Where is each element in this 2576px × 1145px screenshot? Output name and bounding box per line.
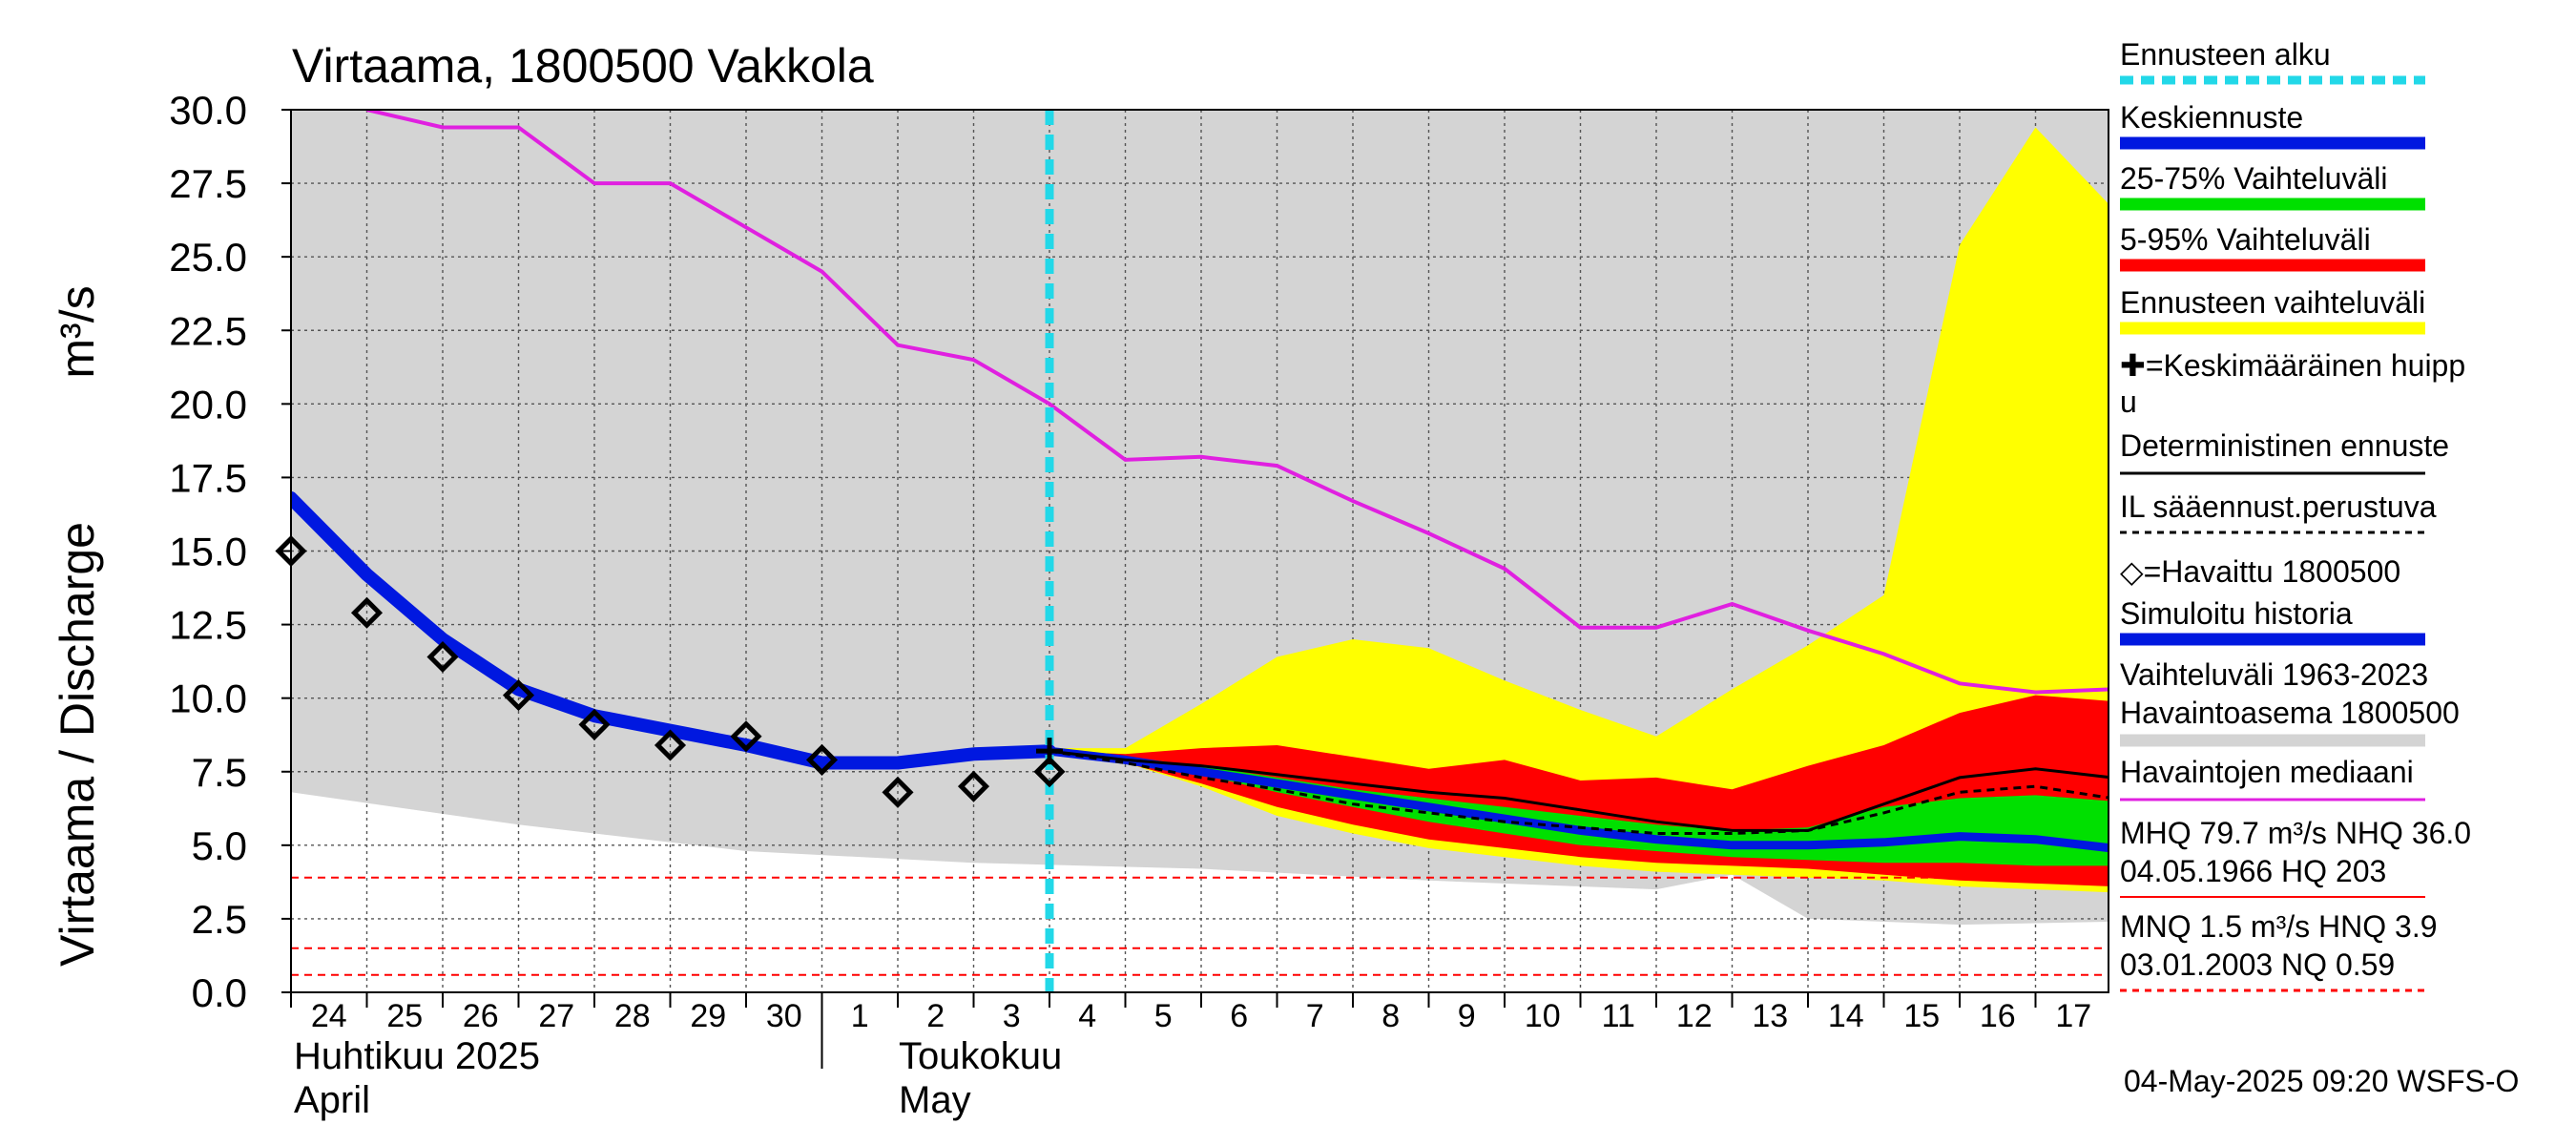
legend-label: IL sääennust.perustuva xyxy=(2120,489,2437,524)
legend-label: 04.05.1966 HQ 203 xyxy=(2120,854,2386,888)
x-day-label: 9 xyxy=(1458,998,1476,1034)
y-tick-label: 10.0 xyxy=(169,677,247,721)
forecast-range-band xyxy=(1049,127,2109,893)
history-range-band xyxy=(291,110,2109,926)
observed-point xyxy=(350,596,384,629)
legend-label: 25-75% Vaihteluväli xyxy=(2120,161,2387,196)
x-day-label: 28 xyxy=(614,998,651,1034)
observed-point xyxy=(578,708,611,740)
deterministic-forecast-line xyxy=(1049,749,2109,832)
x-day-label: 8 xyxy=(1381,998,1400,1034)
y-tick-label: 22.5 xyxy=(169,308,247,353)
x-day-label: 29 xyxy=(690,998,726,1034)
legend-label: Deterministinen ennuste xyxy=(2120,428,2449,463)
observed-point xyxy=(654,729,687,761)
legend-label: ✚=Keskimääräinen huipp xyxy=(2120,348,2465,383)
x-day-label: 24 xyxy=(311,998,347,1034)
observed-point xyxy=(502,679,535,712)
x-day-label: 4 xyxy=(1078,998,1096,1034)
legend-label: Ennusteen alku xyxy=(2120,37,2331,72)
legend-label: 03.01.2003 NQ 0.59 xyxy=(2120,947,2395,982)
x-day-label: 2 xyxy=(926,998,945,1034)
y-tick-label: 30.0 xyxy=(169,88,247,133)
legend-label: MHQ 79.7 m³/s NHQ 36.0 xyxy=(2120,816,2471,850)
observed-point xyxy=(1033,756,1066,788)
observed-point xyxy=(426,640,459,674)
observed-point xyxy=(730,720,762,753)
legend-label: Havaintojen mediaani xyxy=(2120,755,2414,789)
x-day-label: 16 xyxy=(1980,998,2016,1034)
month-label-april-en: April xyxy=(294,1079,370,1121)
legend: Ennusteen alku Keskiennuste 25-75% Vaihtel… xyxy=(2120,37,2471,992)
legend-label: Simuloitu historia xyxy=(2120,596,2353,631)
legend-label: Havaintoasema 1800500 xyxy=(2120,696,2460,730)
x-day-label: 7 xyxy=(1306,998,1324,1034)
axes: 0.0 2.5 5.0 7.5 10.0 12.5 15.0 17.5 20.0 22.5 25.0… xyxy=(169,88,2109,1069)
x-day-label: 13 xyxy=(1752,998,1788,1034)
timestamp-footer: 04-May-2025 09:20 WSFS-O xyxy=(2124,1064,2519,1098)
legend-label: u xyxy=(2120,385,2137,419)
x-day-label: 6 xyxy=(1230,998,1248,1034)
x-day-label: 5 xyxy=(1154,998,1173,1034)
y-axis-label: Virtaama / Discharge xyxy=(51,522,104,967)
y-tick-label: 25.0 xyxy=(169,235,247,280)
mean-forecast-line xyxy=(1049,746,2109,853)
y-axis-unit: m³/s xyxy=(51,285,104,378)
legend-label: Ennusteen vaihteluväli xyxy=(2120,285,2425,320)
plot-area xyxy=(275,110,2109,992)
legend-label: 5-95% Vaihteluväli xyxy=(2120,222,2371,257)
observed-point xyxy=(805,743,839,776)
y-tick-label: 15.0 xyxy=(169,530,247,574)
median-line xyxy=(366,110,2109,695)
x-day-label: 10 xyxy=(1525,998,1561,1034)
plot-series xyxy=(291,110,2109,992)
x-day-label: 11 xyxy=(1602,998,1635,1034)
month-label-may-en: May xyxy=(899,1079,971,1121)
observed-point xyxy=(957,770,990,802)
y-tick-label: 5.0 xyxy=(192,823,247,868)
y-tick-label: 27.5 xyxy=(169,161,247,206)
x-day-label: 17 xyxy=(2055,998,2091,1034)
x-day-label: 14 xyxy=(1828,998,1864,1034)
y-tick-label: 12.5 xyxy=(169,603,247,648)
y-tick-label: 0.0 xyxy=(192,970,247,1015)
x-day-label: 26 xyxy=(463,998,499,1034)
x-day-label: 15 xyxy=(1903,998,1940,1034)
il-forecast-line xyxy=(1049,749,2109,835)
legend-label: Keskiennuste xyxy=(2120,100,2303,135)
month-label-april-fi: Huhtikuu 2025 xyxy=(294,1035,540,1077)
p25-75-band xyxy=(1049,751,2109,866)
legend-label: MNQ 1.5 m³/s HNQ 3.9 xyxy=(2120,909,2438,944)
y-tick-label: 2.5 xyxy=(192,897,247,942)
month-label-may-fi: Toukokuu xyxy=(899,1035,1062,1077)
mean-peak-marker xyxy=(1036,738,1063,765)
x-day-label: 3 xyxy=(1003,998,1021,1034)
legend-label: ◇=Havaittu 1800500 xyxy=(2120,554,2400,589)
chart-title: Virtaama, 1800500 Vakkola xyxy=(292,39,874,93)
y-tick-label: 20.0 xyxy=(169,382,247,427)
y-tick-label: 7.5 xyxy=(192,750,247,795)
x-day-label: 1 xyxy=(851,998,869,1034)
x-day-label: 27 xyxy=(538,998,574,1034)
y-tick-label: 17.5 xyxy=(169,455,247,500)
observed-point xyxy=(882,776,914,808)
x-day-label: 12 xyxy=(1676,998,1713,1034)
x-day-label: 25 xyxy=(386,998,423,1034)
legend-label: Vaihteluväli 1963-2023 xyxy=(2120,657,2428,692)
x-day-label: 30 xyxy=(766,998,802,1034)
